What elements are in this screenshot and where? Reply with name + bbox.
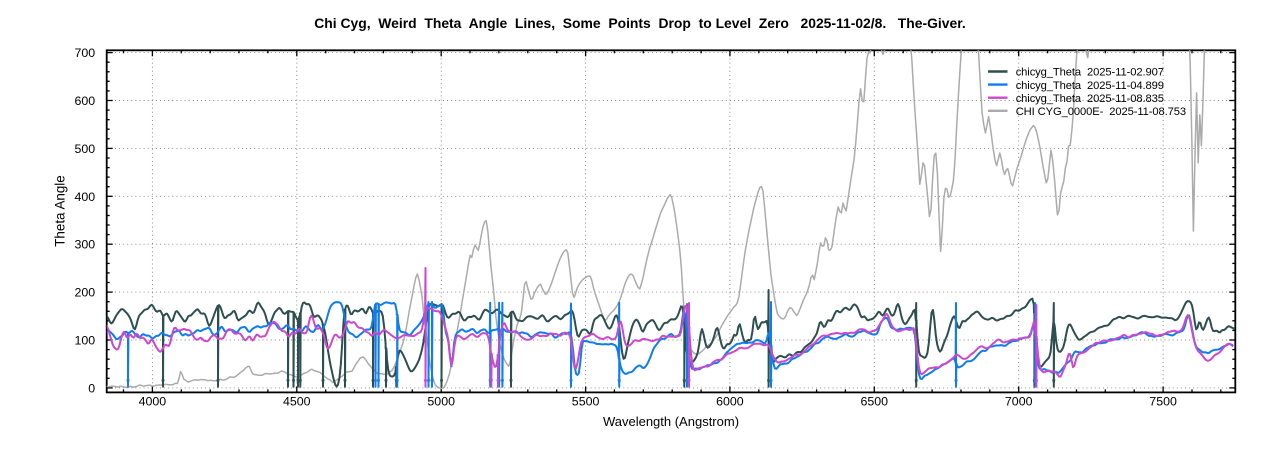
svg-text:400: 400 (75, 190, 96, 204)
svg-text:500: 500 (75, 142, 96, 156)
svg-text:5500: 5500 (572, 395, 600, 409)
svg-text:chicyg_Theta 2025-11-04.899: chicyg_Theta 2025-11-04.899 (1016, 80, 1164, 92)
svg-text:5000: 5000 (427, 395, 455, 409)
svg-text:4500: 4500 (283, 395, 311, 409)
svg-text:0: 0 (88, 381, 95, 395)
svg-text:6500: 6500 (861, 395, 889, 409)
svg-text:7500: 7500 (1149, 395, 1177, 409)
svg-text:CHI CYG_0000E- 2025-11-08.753: CHI CYG_0000E- 2025-11-08.753 (1016, 106, 1186, 118)
svg-text:Wavelength (Angstrom): Wavelength (Angstrom) (603, 414, 739, 429)
svg-text:200: 200 (75, 286, 96, 300)
svg-text:100: 100 (75, 334, 96, 348)
svg-text:7000: 7000 (1005, 395, 1033, 409)
svg-text:Chi Cyg, Weird Theta Angle: Chi Cyg, Weird Theta Angle Lines, Some P… (314, 15, 965, 31)
svg-text:chicyg_Theta 2025-11-08.835: chicyg_Theta 2025-11-08.835 (1016, 93, 1164, 105)
svg-text:700: 700 (75, 46, 96, 60)
svg-text:6000: 6000 (716, 395, 744, 409)
svg-text:600: 600 (75, 94, 96, 108)
svg-text:chicyg_Theta 2025-11-02.907: chicyg_Theta 2025-11-02.907 (1016, 67, 1164, 79)
svg-text:Theta Angle: Theta Angle (53, 175, 68, 246)
svg-text:4000: 4000 (139, 395, 167, 409)
svg-text:300: 300 (75, 238, 96, 252)
